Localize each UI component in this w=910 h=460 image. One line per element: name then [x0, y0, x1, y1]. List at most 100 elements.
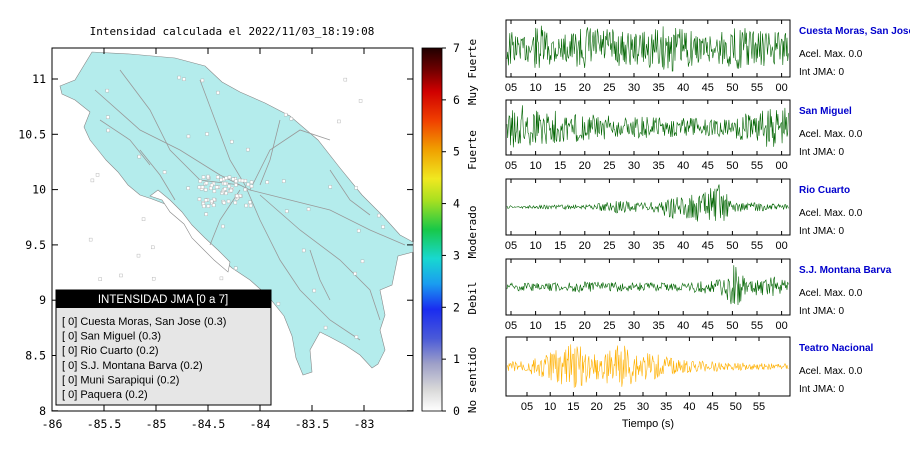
colorbar-tick-label: 5 — [453, 145, 460, 159]
seismogram-x-tick-label: 25 — [603, 160, 615, 172]
seismogram-x-tick-label: 10 — [529, 160, 541, 172]
station-dot — [227, 175, 232, 179]
map-x-tick-label: -84 — [250, 417, 271, 431]
seismogram-panel: 05 10 15 20 25 30 35 40 45 50 55 00 Rio Cuarto Acel. … — [505, 178, 863, 252]
seismogram-x-tick-label: 35 — [660, 401, 672, 413]
station-dot — [265, 180, 269, 184]
seismogram-accel-label: Acel. Max. 0.0 — [799, 208, 863, 219]
seismogram-x-tick-label: 10 — [544, 401, 556, 413]
station-dot — [248, 203, 253, 208]
seismogram-int-label: Int JMA: 0 — [799, 384, 844, 395]
seismogram-x-tick-label: 00 — [775, 320, 787, 332]
seismogram-frame — [505, 99, 791, 156]
station-dot — [231, 177, 236, 181]
seismogram-x-tick-label: 55 — [751, 320, 763, 332]
station-dot — [98, 277, 102, 281]
station-dot — [243, 187, 247, 192]
colorbar-tick-label: 4 — [453, 197, 460, 211]
seismogram-x-tick-label: 10 — [529, 320, 541, 332]
station-dot — [284, 112, 288, 117]
station-dot — [240, 178, 245, 183]
colorbar-level-label: Fuerte — [466, 130, 479, 170]
seismogram-x-tick-label: 05 — [505, 240, 517, 252]
station-dot — [226, 199, 231, 204]
seismogram-panel: 05 10 15 20 25 30 35 40 45 50 55 00 San Miguel Acel. … — [505, 99, 863, 172]
station-dot — [219, 276, 224, 281]
seismogram-x-tick-label: 15 — [554, 240, 566, 252]
seismogram-x-tick-label: 35 — [652, 82, 664, 94]
station-dot — [243, 179, 248, 183]
seismogram-x-tick-label: 20 — [579, 240, 591, 252]
legend-item: [ 0] S.J. Montana Barva (0.2) — [62, 360, 203, 372]
seismogram-x-tick-label: 55 — [751, 82, 763, 94]
seismogram-x-tick-label: 20 — [579, 320, 591, 332]
seismogram-x-tick-label: 15 — [567, 401, 579, 413]
seismogram-accel-label: Acel. Max. 0.0 — [799, 288, 863, 299]
colorbar-tick-label: 1 — [453, 352, 460, 366]
station-dot — [234, 179, 238, 183]
station-dot — [215, 185, 219, 189]
colorbar-tick-label: 7 — [453, 41, 460, 55]
station-dot — [202, 204, 206, 208]
seismogram-panels: 05 10 15 20 25 30 35 40 45 50 55 00 Cuesta Moras, Sa… — [505, 19, 910, 413]
intensity-colorbar: 0 1 2 3 4 5 6 7 No sentido Debil Moderado Fuerte Mu… — [421, 39, 479, 418]
station-dot — [88, 237, 93, 242]
seismogram-x-tick-label: 40 — [677, 160, 689, 172]
station-dot — [201, 175, 206, 179]
seismogram-x-tick-label: 30 — [628, 240, 640, 252]
station-dot — [198, 179, 203, 183]
station-dot — [212, 189, 217, 193]
station-dot — [246, 182, 250, 187]
seismogram-x-tick-label: 25 — [614, 401, 626, 413]
station-dot — [249, 180, 254, 184]
station-dot — [234, 266, 238, 270]
map-x-tick-label: -85 — [146, 417, 167, 431]
seismogram-panel: 05 10 15 20 25 30 35 40 45 50 55 00 Cuesta Moras, Sa… — [505, 19, 910, 94]
station-dot — [328, 185, 333, 189]
station-dot — [137, 154, 141, 159]
seismogram-x-tick-label: 55 — [753, 401, 765, 413]
station-dot — [200, 185, 205, 189]
seismogram-accel-label: Acel. Max. 0.0 — [799, 49, 863, 60]
legend-box — [55, 289, 272, 406]
seismogram-x-tick-label: 45 — [702, 82, 714, 94]
seismogram-x-tick-label: 15 — [554, 82, 566, 94]
seismogram-int-label: Int JMA: 0 — [799, 306, 844, 317]
seismogram-trace — [506, 105, 789, 148]
station-dot — [204, 212, 208, 216]
seismogram-trace — [506, 184, 789, 222]
seismogram-station-name: Teatro Nacional — [799, 343, 873, 354]
seismogram-x-tick-label: 15 — [554, 320, 566, 332]
colorbar-level-label: Muy Fuerte — [466, 39, 479, 105]
station-dot — [119, 273, 123, 278]
seismogram-x-tick-label: 45 — [702, 240, 714, 252]
seismogram-x-tick-label: 20 — [579, 82, 591, 94]
station-dot — [197, 185, 202, 189]
seismogram-int-label: Int JMA: 0 — [799, 67, 844, 78]
seismogram-x-tick-label: 05 — [505, 320, 517, 332]
intensity-legend: INTENSIDAD JMA [0 a 7] [ 0] Cuesta Moras… — [55, 289, 272, 406]
seismogram-x-tick-label: 30 — [637, 401, 649, 413]
map-x-axis: -86 -85.5 -85 -84.5 -84 -83.5 -83 — [42, 48, 374, 431]
seismogram-x-tick-label: 30 — [628, 82, 640, 94]
station-dot — [312, 288, 316, 293]
station-dot — [285, 209, 289, 213]
station-dot — [356, 228, 361, 233]
seismogram-x-tick-label: 40 — [683, 401, 695, 413]
colorbar-tick-label: 3 — [453, 248, 460, 262]
station-dot — [151, 245, 155, 250]
seismogram-station-name: San Miguel — [799, 106, 852, 117]
seismogram-x-tick-label: 20 — [579, 160, 591, 172]
seismogram-x-tick-label: 40 — [677, 82, 689, 94]
seismogram-x-tick-label: 55 — [751, 160, 763, 172]
seismogram-x-tick-label: 40 — [677, 320, 689, 332]
station-dot — [182, 77, 186, 81]
seismogram-x-tick-label: 35 — [652, 320, 664, 332]
time-axis-label: Tiempo (s) — [622, 418, 674, 430]
roads — [94, 69, 406, 341]
colorbar-level-label: Debil — [466, 281, 479, 314]
station-dot — [249, 184, 254, 188]
map-y-tick-label: 10.5 — [18, 127, 46, 141]
seismogram-x-tick-label: 20 — [590, 401, 602, 413]
